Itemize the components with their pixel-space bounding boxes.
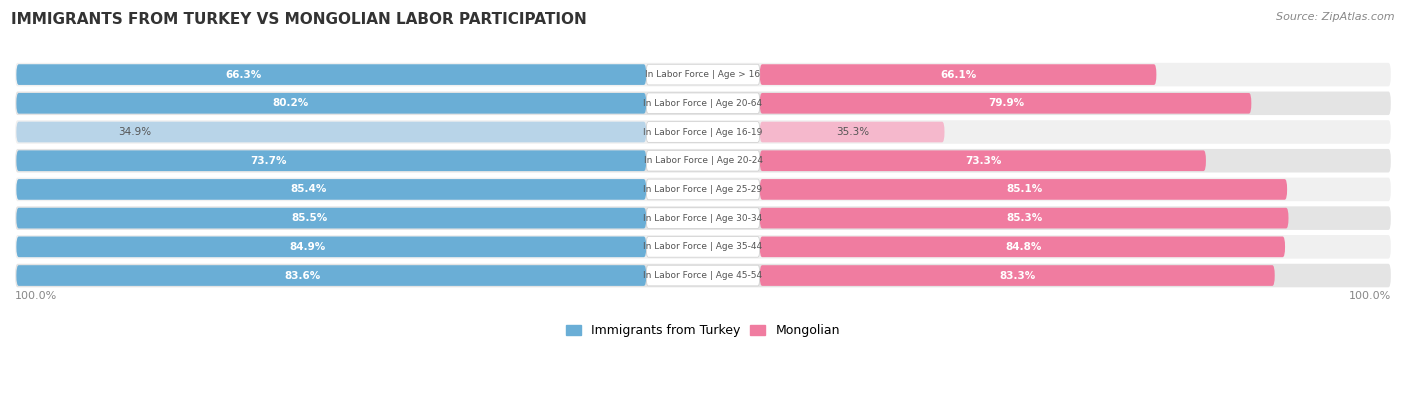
Text: In Labor Force | Age 20-24: In Labor Force | Age 20-24	[644, 156, 762, 165]
Text: In Labor Force | Age 20-64: In Labor Force | Age 20-64	[644, 99, 762, 108]
FancyBboxPatch shape	[15, 63, 1391, 87]
Text: 84.8%: 84.8%	[1005, 242, 1042, 252]
FancyBboxPatch shape	[647, 265, 759, 286]
FancyBboxPatch shape	[759, 64, 1156, 85]
Text: IMMIGRANTS FROM TURKEY VS MONGOLIAN LABOR PARTICIPATION: IMMIGRANTS FROM TURKEY VS MONGOLIAN LABO…	[11, 12, 586, 27]
Text: 73.7%: 73.7%	[250, 156, 287, 166]
Text: 100.0%: 100.0%	[1348, 291, 1391, 301]
FancyBboxPatch shape	[647, 122, 759, 142]
FancyBboxPatch shape	[15, 92, 1391, 115]
FancyBboxPatch shape	[647, 64, 759, 85]
FancyBboxPatch shape	[759, 179, 1286, 200]
FancyBboxPatch shape	[17, 237, 647, 257]
Legend: Immigrants from Turkey, Mongolian: Immigrants from Turkey, Mongolian	[561, 320, 845, 342]
Text: In Labor Force | Age 35-44: In Labor Force | Age 35-44	[644, 243, 762, 251]
Text: 85.1%: 85.1%	[1007, 184, 1042, 194]
FancyBboxPatch shape	[15, 264, 1391, 287]
Text: 79.9%: 79.9%	[988, 98, 1025, 108]
FancyBboxPatch shape	[15, 235, 1391, 259]
FancyBboxPatch shape	[17, 179, 647, 200]
FancyBboxPatch shape	[647, 93, 759, 114]
FancyBboxPatch shape	[15, 178, 1391, 201]
FancyBboxPatch shape	[17, 93, 647, 114]
Text: 80.2%: 80.2%	[273, 98, 309, 108]
FancyBboxPatch shape	[647, 150, 759, 171]
FancyBboxPatch shape	[17, 150, 647, 171]
FancyBboxPatch shape	[759, 208, 1288, 228]
FancyBboxPatch shape	[759, 150, 1206, 171]
FancyBboxPatch shape	[15, 120, 1391, 144]
Text: 66.1%: 66.1%	[941, 70, 977, 80]
Text: In Labor Force | Age 45-54: In Labor Force | Age 45-54	[644, 271, 762, 280]
FancyBboxPatch shape	[759, 237, 1285, 257]
Text: 83.6%: 83.6%	[284, 271, 321, 280]
Text: 34.9%: 34.9%	[118, 127, 152, 137]
FancyBboxPatch shape	[647, 208, 759, 228]
Text: Source: ZipAtlas.com: Source: ZipAtlas.com	[1277, 12, 1395, 22]
Text: In Labor Force | Age 30-34: In Labor Force | Age 30-34	[644, 214, 762, 223]
FancyBboxPatch shape	[647, 237, 759, 257]
Text: 85.3%: 85.3%	[1007, 213, 1043, 223]
FancyBboxPatch shape	[17, 208, 647, 228]
Text: 85.4%: 85.4%	[291, 184, 328, 194]
Text: 100.0%: 100.0%	[15, 291, 58, 301]
FancyBboxPatch shape	[15, 149, 1391, 173]
Text: In Labor Force | Age 16-19: In Labor Force | Age 16-19	[644, 128, 762, 137]
Text: In Labor Force | Age 25-29: In Labor Force | Age 25-29	[644, 185, 762, 194]
Text: In Labor Force | Age > 16: In Labor Force | Age > 16	[645, 70, 761, 79]
Text: 85.5%: 85.5%	[291, 213, 328, 223]
FancyBboxPatch shape	[17, 122, 647, 142]
Text: 84.9%: 84.9%	[288, 242, 325, 252]
FancyBboxPatch shape	[17, 64, 647, 85]
FancyBboxPatch shape	[15, 206, 1391, 230]
FancyBboxPatch shape	[759, 122, 945, 142]
FancyBboxPatch shape	[647, 179, 759, 200]
FancyBboxPatch shape	[759, 265, 1275, 286]
FancyBboxPatch shape	[759, 93, 1251, 114]
Text: 35.3%: 35.3%	[837, 127, 869, 137]
FancyBboxPatch shape	[17, 265, 647, 286]
Text: 83.3%: 83.3%	[1000, 271, 1036, 280]
Text: 66.3%: 66.3%	[225, 70, 262, 80]
Text: 73.3%: 73.3%	[966, 156, 1001, 166]
